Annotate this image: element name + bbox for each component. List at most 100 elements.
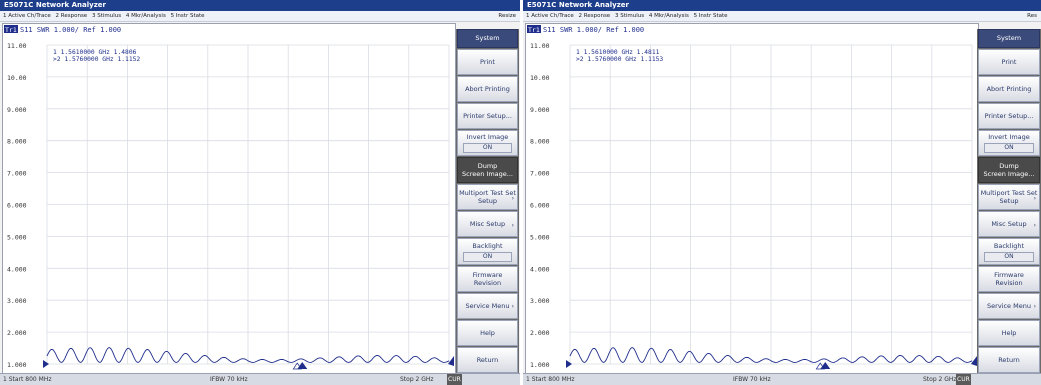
softkey-system-label: System	[475, 34, 500, 43]
softkey-dump-screen-image-label-2: Screen Image...	[983, 170, 1035, 179]
softkey-misc-setup-label: Misc Setup	[991, 220, 1027, 229]
y-tick-label: 3.000	[530, 297, 550, 305]
ref-position-arrow-icon[interactable]	[971, 356, 977, 366]
trace-display: Tr1 S11 SWR 1.000/ Ref 1.000 11.00 10.00 9.0…	[2, 23, 456, 376]
softkey-system-label: System	[996, 34, 1022, 43]
softkey-return[interactable]: Return	[978, 346, 1040, 374]
softkey-multiport-test-set-setup[interactable]: Multiport Test Set Setup ›	[978, 184, 1040, 211]
menu-stimulus[interactable]: 3 Stimulus	[614, 13, 645, 19]
trace-tag-badge[interactable]	[4, 25, 18, 33]
menu-instr-state[interactable]: 5 Instr State	[170, 13, 205, 19]
menu-mkr-analysis[interactable]: 4 Mkr/Analysis	[125, 13, 166, 19]
start-frequency[interactable]: 1 Start 800 MHz	[3, 376, 52, 383]
softkey-multiport-test-set-setup[interactable]: Multiport Test Set Setup ›	[457, 184, 518, 211]
swr-trace	[46, 347, 450, 363]
softkey-abort-printing-label: Abort Printing	[465, 84, 510, 93]
softkey-multiport-test-set-setup-label: Multiport Test Set	[980, 189, 1038, 198]
softkey-multiport-test-set-setup-label-2: Setup	[999, 197, 1019, 206]
softkey-help-label: Help	[1001, 328, 1017, 337]
trace-tag: Tr1	[528, 26, 540, 34]
stop-frequency[interactable]: Stop 2 GHz	[400, 376, 434, 383]
marker-triangle-outline-icon[interactable]	[815, 362, 825, 370]
softkey-printer-setup[interactable]: Printer Setup...	[457, 102, 518, 130]
menu-mkr-analysis[interactable]: 4 Mkr/Analysis	[648, 13, 689, 19]
softkey-dump-screen-image[interactable]: Dump Screen Image...	[457, 157, 518, 184]
softkey-firmware-revision[interactable]: Firmware Revision	[978, 265, 1040, 292]
softkey-service-menu[interactable]: Service Menu ›	[978, 292, 1040, 319]
chevron-right-icon: ›	[1033, 221, 1036, 229]
softkey-help[interactable]: Help	[978, 319, 1040, 346]
softkey-multiport-test-set-setup-label: Multiport Test Set	[459, 189, 516, 198]
softkey-firmware-revision[interactable]: Firmware Revision	[457, 265, 518, 292]
menu-stimulus[interactable]: 3 Stimulus	[91, 13, 122, 19]
window-title: E5071C Network Analyzer	[523, 0, 1041, 11]
y-tick-label: 7.000	[7, 170, 27, 178]
softkey-return-label: Return	[476, 355, 499, 364]
softkey-firmware-revision-label: Firmware	[994, 270, 1024, 279]
ifbw-readout[interactable]: IFBW 70 kHz	[210, 376, 248, 383]
softkey-abort-printing-label: Abort Printing	[986, 84, 1032, 93]
softkey-firmware-revision-label: Firmware	[472, 270, 503, 279]
ref-level-arrow-icon[interactable]	[566, 360, 572, 368]
softkey-abort-printing[interactable]: Abort Printing	[978, 75, 1040, 102]
resize-button[interactable]: Res	[1027, 13, 1037, 19]
chevron-right-icon: ›	[511, 194, 514, 202]
chevron-right-icon: ›	[1033, 303, 1036, 311]
menu-active-ch-trace[interactable]: 1 Active Ch/Trace	[3, 13, 51, 19]
softkey-misc-setup[interactable]: Misc Setup ›	[978, 211, 1040, 238]
softkey-panel: System Print Abort Printing Printer Setup..…	[456, 29, 519, 374]
menu-response[interactable]: 2 Response	[55, 13, 88, 19]
y-tick-label: 8.000	[7, 138, 27, 146]
softkey-print-label: Print	[1001, 57, 1017, 66]
softkey-printer-setup-label: Printer Setup...	[984, 111, 1034, 120]
softkey-dump-screen-image-label: Dump	[999, 162, 1019, 171]
ref-position-arrow-icon[interactable]	[448, 356, 454, 366]
softkey-print[interactable]: Print	[457, 48, 518, 75]
stop-frequency[interactable]: Stop 2 GHz	[923, 376, 957, 383]
softkey-misc-setup-label: Misc Setup	[469, 220, 506, 229]
analyzer-window-left: E5071C Network Analyzer 1 Active Ch/Trac…	[0, 0, 520, 385]
softkey-abort-printing[interactable]: Abort Printing	[457, 75, 518, 102]
menu-instr-state[interactable]: 5 Instr State	[693, 13, 728, 19]
menu-active-ch-trace[interactable]: 1 Active Ch/Trace	[526, 13, 574, 19]
softkey-return[interactable]: Return	[457, 346, 518, 374]
y-tick-label: 4.000	[530, 265, 550, 273]
softkey-invert-image-label: Invert Image	[988, 133, 1030, 142]
menu-bar: 1 Active Ch/Trace 2 Response 3 Stimulus …	[523, 11, 1041, 22]
softkey-service-menu[interactable]: Service Menu ›	[457, 292, 518, 319]
trace-header[interactable]: S11 SWR 1.000/ Ref 1.000	[20, 26, 121, 34]
softkey-misc-setup[interactable]: Misc Setup ›	[457, 211, 518, 238]
menu-response[interactable]: 2 Response	[578, 13, 611, 19]
y-tick-label: 1.000	[530, 361, 550, 369]
y-tick-label: 2.000	[530, 329, 550, 337]
y-tick-label: 1.000	[7, 361, 27, 369]
softkey-backlight[interactable]: Backlight ON	[978, 238, 1040, 265]
y-tick-label: 6.000	[530, 202, 550, 210]
swr-plot: Tr1 S11 SWR 1.000/ Ref 1.000 11.00 10.00 9.0…	[527, 25, 977, 370]
trace-tag-badge[interactable]	[527, 25, 541, 33]
softkey-invert-image[interactable]: Invert Image ON	[978, 129, 1040, 157]
y-tick-label: 2.000	[7, 329, 27, 337]
softkey-printer-setup[interactable]: Printer Setup...	[978, 102, 1040, 130]
resize-button[interactable]: Resize	[498, 13, 516, 19]
softkey-invert-image-value: ON	[462, 143, 513, 154]
trace-display: Tr1 S11 SWR 1.000/ Ref 1.000 11.00 10.00 9.0…	[525, 23, 979, 376]
softkey-service-menu-label: Service Menu	[987, 301, 1031, 310]
trace-header[interactable]: S11 SWR 1.000/ Ref 1.000	[543, 26, 644, 34]
window-title: E5071C Network Analyzer	[0, 0, 520, 11]
softkey-print[interactable]: Print	[978, 48, 1040, 75]
softkey-backlight-label: Backlight	[993, 241, 1025, 250]
y-tick-label: 11.00	[530, 42, 550, 50]
ref-level-arrow-icon[interactable]	[43, 360, 49, 368]
softkey-help[interactable]: Help	[457, 319, 518, 346]
y-tick-label: 9.000	[7, 106, 27, 114]
softkey-help-label: Help	[480, 328, 495, 337]
y-tick-label: 9.000	[530, 106, 550, 114]
marker-triangle-outline-icon[interactable]	[292, 362, 302, 370]
ifbw-readout[interactable]: IFBW 70 kHz	[733, 376, 771, 383]
softkey-backlight[interactable]: Backlight ON	[457, 238, 518, 265]
softkey-invert-image[interactable]: Invert Image ON	[457, 129, 518, 157]
start-frequency[interactable]: 1 Start 800 MHz	[526, 376, 575, 383]
softkey-dump-screen-image[interactable]: Dump Screen Image...	[978, 157, 1040, 184]
chevron-right-icon: ›	[511, 303, 514, 311]
